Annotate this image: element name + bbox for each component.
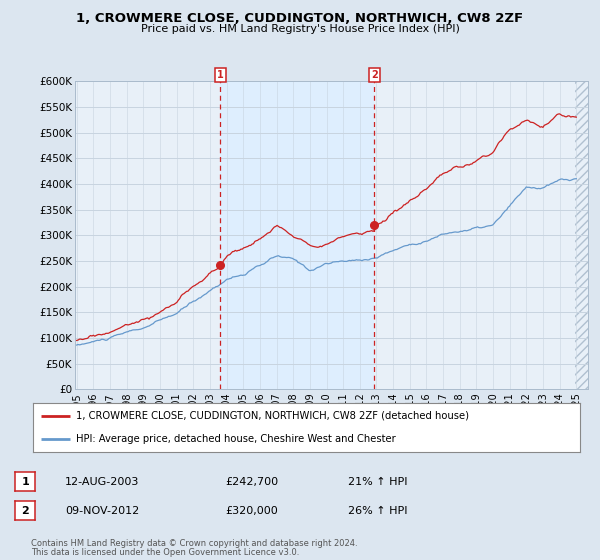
Text: HPI: Average price, detached house, Cheshire West and Chester: HPI: Average price, detached house, Ches… <box>76 433 395 444</box>
Bar <box>575 81 588 389</box>
Text: 21% ↑ HPI: 21% ↑ HPI <box>348 477 407 487</box>
Text: 1: 1 <box>217 69 224 80</box>
Text: 2: 2 <box>371 69 377 80</box>
Text: £242,700: £242,700 <box>225 477 278 487</box>
Text: 12-AUG-2003: 12-AUG-2003 <box>65 477 139 487</box>
Text: 26% ↑ HPI: 26% ↑ HPI <box>348 506 407 516</box>
Text: This data is licensed under the Open Government Licence v3.0.: This data is licensed under the Open Gov… <box>31 548 299 557</box>
Text: 1, CROWMERE CLOSE, CUDDINGTON, NORTHWICH, CW8 2ZF (detached house): 1, CROWMERE CLOSE, CUDDINGTON, NORTHWICH… <box>76 411 469 421</box>
Text: 1, CROWMERE CLOSE, CUDDINGTON, NORTHWICH, CW8 2ZF: 1, CROWMERE CLOSE, CUDDINGTON, NORTHWICH… <box>76 12 524 25</box>
Text: Price paid vs. HM Land Registry's House Price Index (HPI): Price paid vs. HM Land Registry's House … <box>140 24 460 34</box>
Text: 1: 1 <box>22 477 29 487</box>
Text: 2: 2 <box>22 506 29 516</box>
Text: Contains HM Land Registry data © Crown copyright and database right 2024.: Contains HM Land Registry data © Crown c… <box>31 539 358 548</box>
Bar <box>220 81 374 389</box>
Bar <box>575 81 588 389</box>
Text: £320,000: £320,000 <box>225 506 278 516</box>
Text: 09-NOV-2012: 09-NOV-2012 <box>65 506 139 516</box>
